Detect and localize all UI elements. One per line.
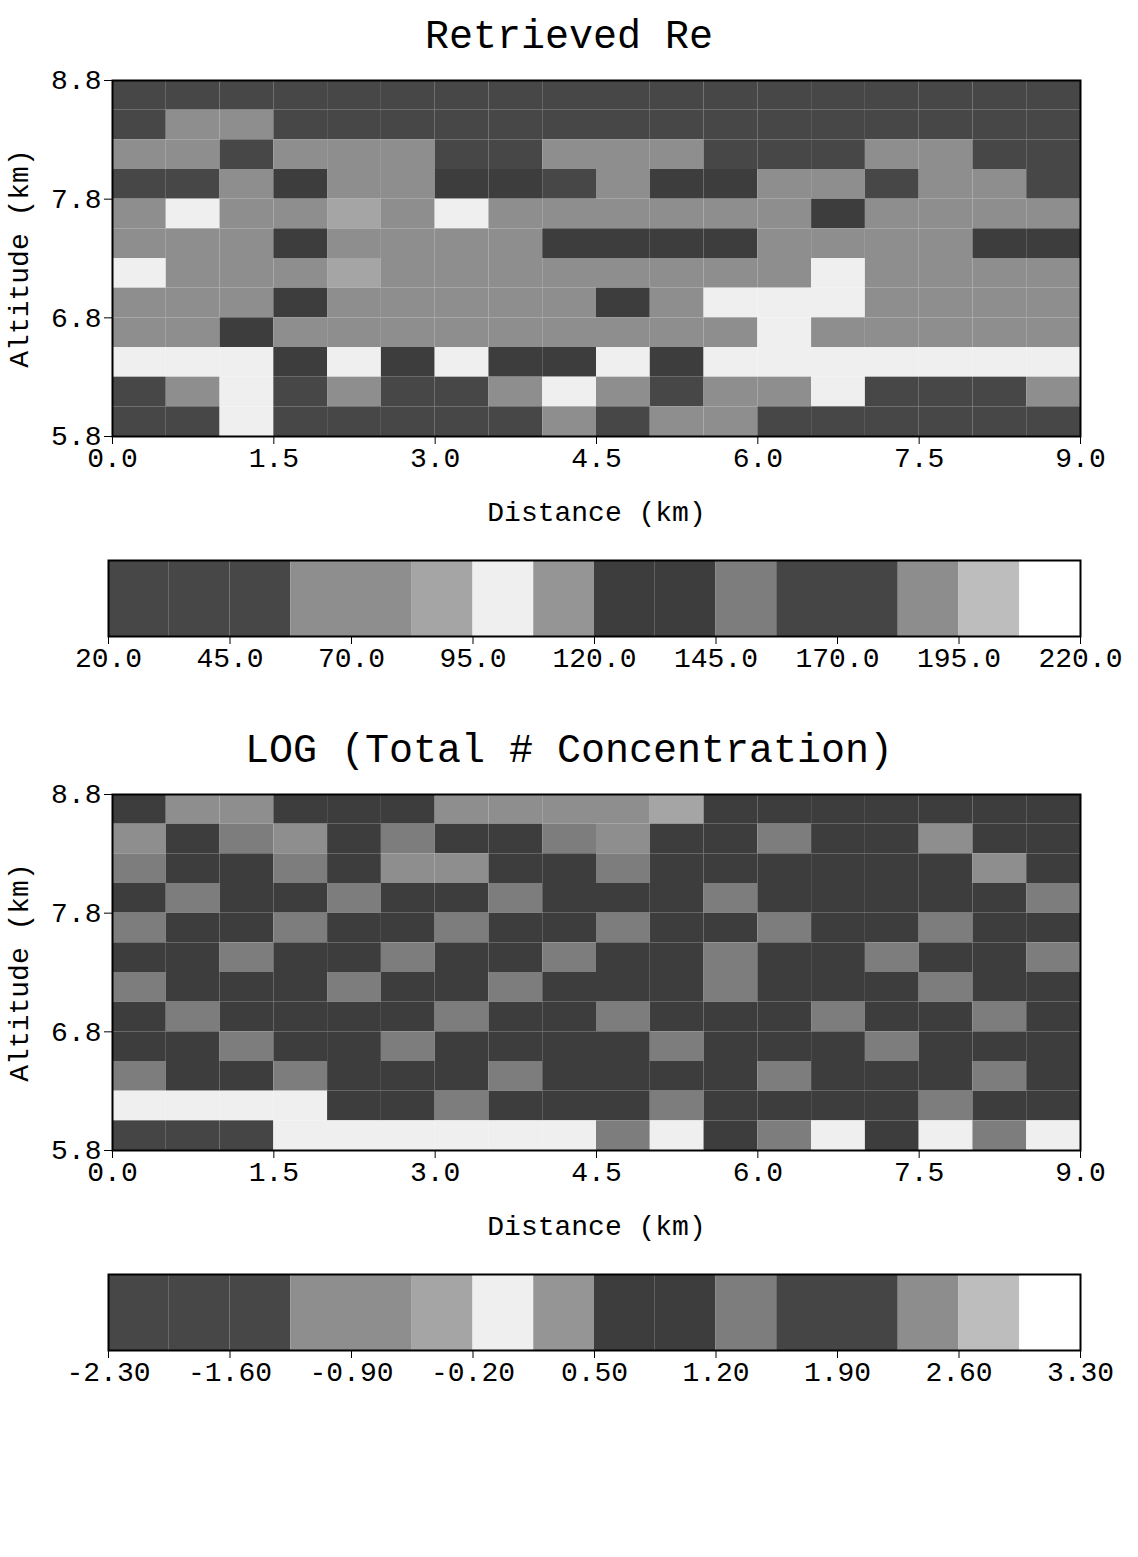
svg-text:45.0: 45.0: [196, 644, 263, 675]
svg-text:Altitude (km): Altitude (km): [5, 149, 36, 367]
svg-text:195.0: 195.0: [917, 644, 1001, 675]
svg-text:95.0: 95.0: [439, 644, 506, 675]
svg-text:7.5: 7.5: [894, 1158, 944, 1189]
svg-text:6.8: 6.8: [51, 1018, 101, 1049]
html-text:Retrieved Re: Retrieved Re: [425, 15, 713, 60]
svg-text:70.0: 70.0: [318, 644, 385, 675]
svg-text:7.8: 7.8: [51, 185, 101, 216]
svg-text:6.0: 6.0: [733, 1158, 783, 1189]
svg-text:Distance (km): Distance (km): [487, 1212, 705, 1243]
svg-text:7.8: 7.8: [51, 899, 101, 930]
svg-text:6.0: 6.0: [733, 444, 783, 475]
svg-text:2.60: 2.60: [925, 1358, 992, 1389]
svg-text:5.8: 5.8: [51, 1136, 102, 1168]
svg-text:3.0: 3.0: [410, 444, 460, 475]
svg-text:1.5: 1.5: [249, 444, 299, 475]
svg-text:1.5: 1.5: [249, 1158, 299, 1189]
svg-text:4.5: 4.5: [571, 444, 621, 475]
svg-text:0.50: 0.50: [561, 1358, 628, 1389]
svg-text:-0.20: -0.20: [431, 1358, 515, 1389]
svg-text:3.0: 3.0: [410, 1158, 460, 1189]
svg-text:0.0: 0.0: [87, 1158, 137, 1189]
svg-text:8.8: 8.8: [51, 66, 101, 97]
svg-text:170.0: 170.0: [795, 644, 879, 675]
svg-text:-0.90: -0.90: [309, 1358, 393, 1389]
svg-text:20.0: 20.0: [75, 644, 142, 675]
svg-text:Distance (km): Distance (km): [487, 498, 705, 529]
svg-text:6.8: 6.8: [51, 304, 101, 335]
svg-text:-2.30: -2.30: [66, 1358, 150, 1389]
svg-text:Altitude (km): Altitude (km): [5, 863, 36, 1081]
svg-text:9.0: 9.0: [1055, 444, 1105, 475]
svg-text:3.30: 3.30: [1047, 1358, 1114, 1389]
svg-text:1.90: 1.90: [804, 1358, 871, 1389]
svg-text:220.0: 220.0: [1038, 644, 1122, 675]
svg-text:0.0: 0.0: [87, 444, 137, 475]
svg-text:9.0: 9.0: [1055, 1158, 1105, 1189]
svg-text:5.8: 5.8: [51, 422, 102, 454]
html-text:LOG (Total # Concentration): LOG (Total # Concentration): [244, 729, 893, 774]
svg-text:-1.60: -1.60: [188, 1358, 272, 1389]
svg-text:4.5: 4.5: [571, 1158, 621, 1189]
svg-text:1.20: 1.20: [682, 1358, 749, 1389]
svg-text:7.5: 7.5: [894, 444, 944, 475]
svg-text:120.0: 120.0: [552, 644, 636, 675]
svg-text:8.8: 8.8: [51, 780, 101, 811]
svg-text:145.0: 145.0: [674, 644, 758, 675]
